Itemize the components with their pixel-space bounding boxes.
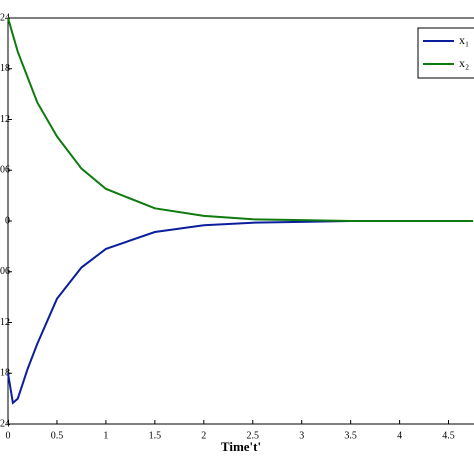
legend-label: x₁ [459, 33, 469, 47]
x-tick-label: 0 [6, 430, 11, 441]
y-tick-label: 0.06 [0, 165, 10, 176]
line-series [7, 17, 474, 222]
x-tick-label: 1 [103, 430, 108, 441]
y-tick-label: -0.18 [0, 368, 10, 379]
x-tick-label: 3 [299, 430, 304, 441]
x-tick-label: 2 [201, 430, 206, 441]
y-tick-label: -0.12 [0, 317, 10, 328]
x-tick-label: 0.5 [51, 430, 64, 441]
x-tick-label: 1.5 [149, 430, 162, 441]
y-tick-label: 0 [5, 215, 10, 226]
y-tick-label: -0.06 [0, 266, 10, 277]
x-tick-label: 4.5 [442, 430, 455, 441]
x-tick-label: 4 [397, 430, 402, 441]
y-tick-label: 0.18 [0, 63, 10, 74]
y-tick-label: 0.12 [0, 114, 10, 125]
y-tick-label: 0.24 [0, 12, 10, 23]
x-tick-label: 2.5 [246, 430, 259, 441]
legend-box [417, 27, 474, 79]
x-axis-label: Time't' [221, 439, 261, 454]
x-tick-label: 3.5 [344, 430, 357, 441]
line-series [7, 220, 474, 405]
legend-label: x₂ [459, 56, 469, 70]
y-tick-label: -0.24 [0, 418, 10, 429]
